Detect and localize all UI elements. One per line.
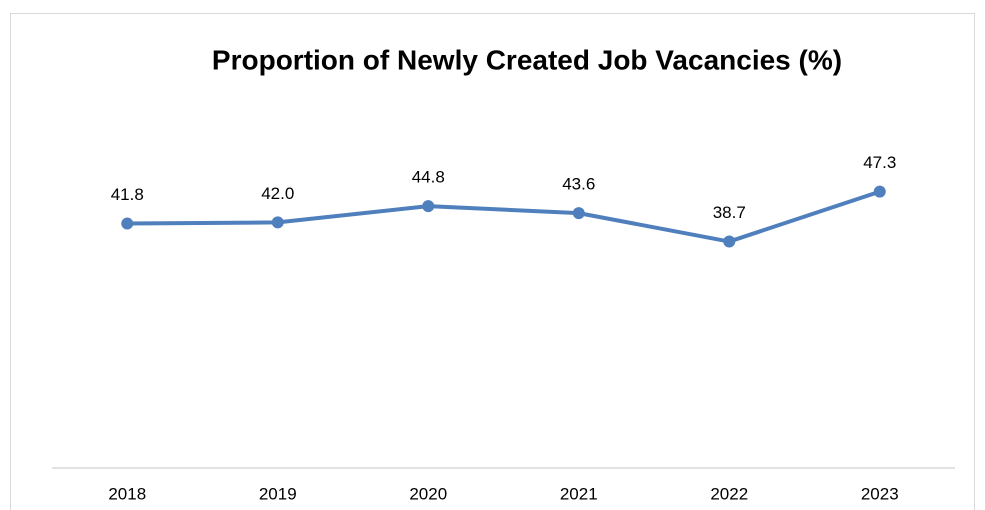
x-tick-label: 2021 <box>560 484 598 503</box>
x-tick-label: 2019 <box>259 484 297 503</box>
data-point <box>121 217 134 230</box>
x-tick-label: 2020 <box>409 484 447 503</box>
x-tick-label: 2023 <box>861 484 899 503</box>
chart-title: Proportion of Newly Created Job Vacancie… <box>212 44 842 75</box>
data-label: 43.6 <box>562 175 595 194</box>
data-point <box>723 235 736 248</box>
data-point <box>422 200 435 213</box>
chart-frame <box>10 13 975 510</box>
data-point <box>271 216 284 229</box>
data-label: 38.7 <box>713 203 746 222</box>
data-label: 44.8 <box>412 168 445 187</box>
x-tick-label: 2022 <box>710 484 748 503</box>
data-point <box>873 185 886 198</box>
data-label: 41.8 <box>111 185 144 204</box>
data-label: 42.0 <box>261 184 294 203</box>
data-label: 47.3 <box>863 153 896 172</box>
x-tick-label: 2018 <box>108 484 146 503</box>
data-line <box>127 189 881 244</box>
data-point <box>572 207 585 220</box>
